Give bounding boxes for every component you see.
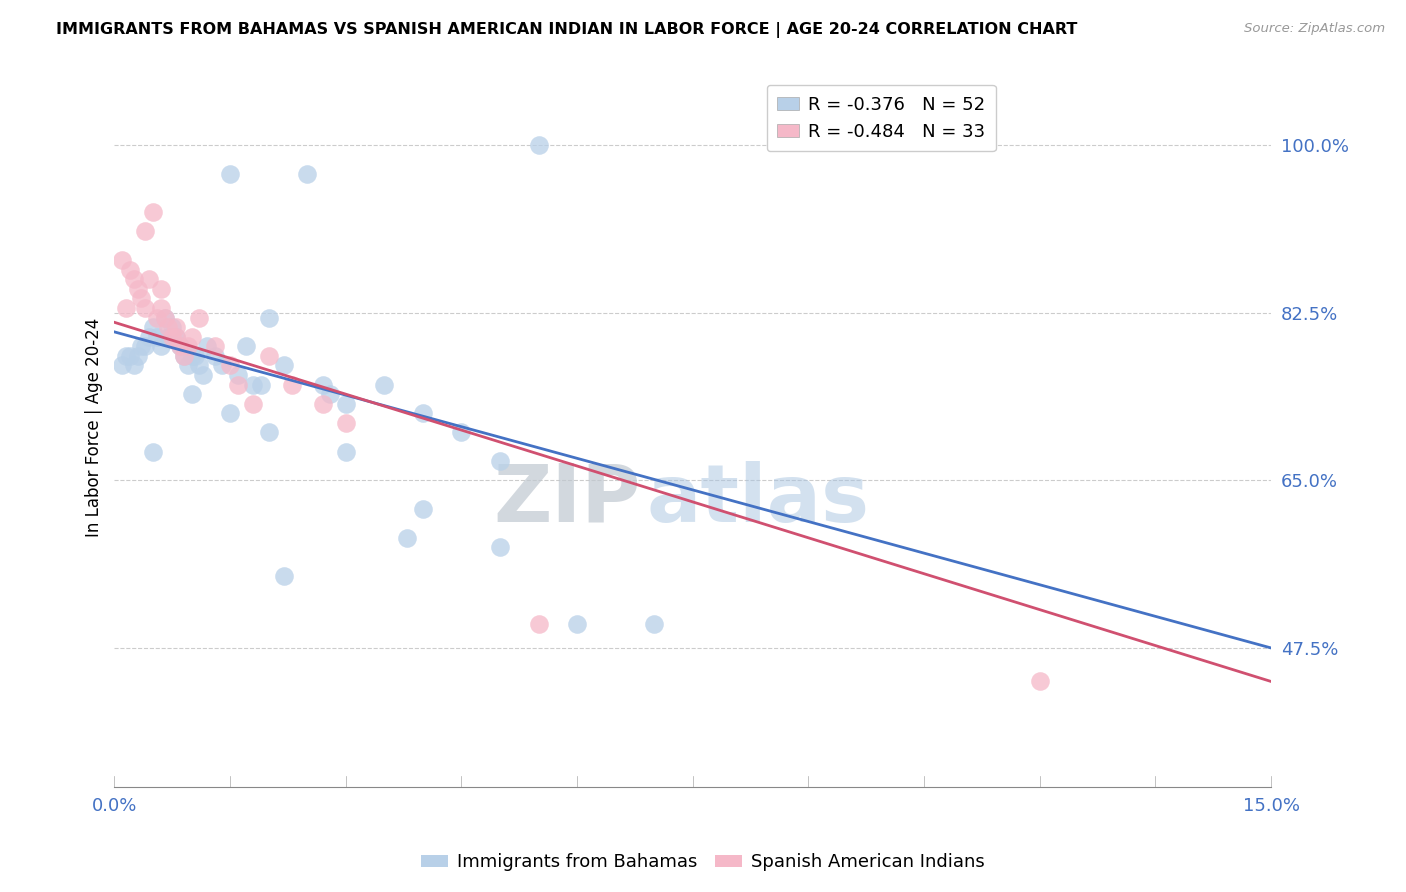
Point: [565, 617, 588, 632]
Point: [149, 301, 172, 315]
Point: [162, 320, 184, 334]
Point: [191, 368, 214, 382]
Point: [111, 359, 134, 373]
Point: [489, 541, 512, 555]
Text: IMMIGRANTS FROM BAHAMAS VS SPANISH AMERICAN INDIAN IN LABOR FORCE | AGE 20-24 CO: IMMIGRANTS FROM BAHAMAS VS SPANISH AMERI…: [56, 22, 1077, 38]
Point: [131, 292, 153, 306]
Point: [273, 359, 295, 373]
Point: [149, 282, 172, 296]
Point: [146, 329, 169, 343]
Point: [165, 320, 187, 334]
Point: [153, 310, 176, 325]
Text: Source: ZipAtlas.com: Source: ZipAtlas.com: [1244, 22, 1385, 36]
Point: [1029, 674, 1052, 689]
Point: [176, 359, 198, 373]
Point: [450, 425, 472, 440]
Point: [165, 329, 187, 343]
Point: [373, 377, 395, 392]
Point: [153, 310, 176, 325]
Point: [138, 329, 160, 343]
Point: [134, 301, 156, 315]
Legend: Immigrants from Bahamas, Spanish American Indians: Immigrants from Bahamas, Spanish America…: [413, 847, 993, 879]
Point: [127, 349, 149, 363]
Point: [142, 320, 165, 334]
Point: [127, 282, 149, 296]
Point: [142, 444, 165, 458]
Point: [115, 349, 138, 363]
Point: [180, 329, 202, 343]
Point: [157, 329, 180, 343]
Text: atlas: atlas: [647, 460, 870, 539]
Point: [134, 339, 156, 353]
Point: [184, 349, 207, 363]
Point: [138, 272, 160, 286]
Point: [273, 569, 295, 583]
Point: [643, 617, 665, 632]
Point: [295, 167, 318, 181]
Point: [257, 349, 280, 363]
Point: [335, 416, 357, 430]
Point: [149, 339, 172, 353]
Point: [195, 339, 218, 353]
Point: [257, 425, 280, 440]
Point: [242, 377, 264, 392]
Point: [176, 339, 198, 353]
Point: [180, 349, 202, 363]
Point: [162, 329, 184, 343]
Point: [335, 397, 357, 411]
Point: [142, 205, 165, 219]
Point: [281, 377, 304, 392]
Point: [122, 272, 145, 286]
Point: [165, 329, 187, 343]
Point: [489, 454, 512, 468]
Point: [311, 377, 333, 392]
Point: [319, 387, 342, 401]
Point: [157, 320, 180, 334]
Point: [180, 387, 202, 401]
Point: [118, 262, 141, 277]
Point: [396, 531, 419, 545]
Point: [204, 339, 226, 353]
Point: [242, 397, 264, 411]
Point: [527, 617, 550, 632]
Point: [173, 349, 195, 363]
Point: [412, 502, 434, 516]
Legend: R = -0.376   N = 52, R = -0.484   N = 33: R = -0.376 N = 52, R = -0.484 N = 33: [766, 85, 995, 152]
Point: [115, 301, 138, 315]
Y-axis label: In Labor Force | Age 20-24: In Labor Force | Age 20-24: [86, 318, 103, 537]
Point: [257, 310, 280, 325]
Point: [188, 359, 211, 373]
Point: [219, 167, 242, 181]
Point: [173, 349, 195, 363]
Point: [250, 377, 273, 392]
Point: [311, 397, 333, 411]
Point: [527, 138, 550, 153]
Point: [111, 253, 134, 268]
Point: [131, 339, 153, 353]
Point: [134, 224, 156, 238]
Point: [122, 359, 145, 373]
Point: [235, 339, 257, 353]
Point: [219, 406, 242, 420]
Point: [412, 406, 434, 420]
Point: [146, 310, 169, 325]
Point: [226, 368, 249, 382]
Point: [226, 377, 249, 392]
Point: [169, 339, 191, 353]
Text: ZIP: ZIP: [494, 460, 641, 539]
Point: [204, 349, 226, 363]
Point: [211, 359, 233, 373]
Point: [335, 444, 357, 458]
Point: [169, 339, 191, 353]
Point: [188, 310, 211, 325]
Point: [219, 359, 242, 373]
Point: [118, 349, 141, 363]
